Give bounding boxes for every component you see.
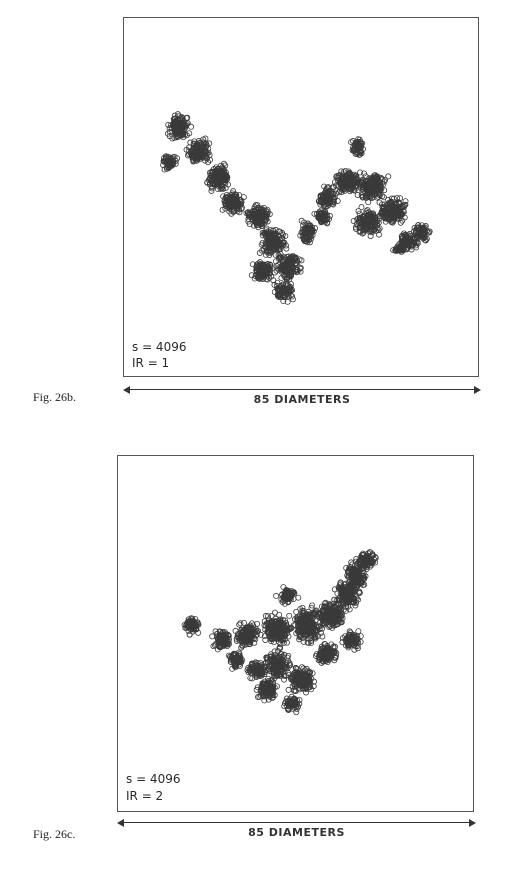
figure-26b-s-label: s = 4096 <box>132 340 187 354</box>
figure-26b-panel: s = 4096 IR = 1 <box>123 17 479 377</box>
figure-26c-caption: Fig. 26c. <box>33 827 76 841</box>
figure-26b-ir-label: IR = 1 <box>132 356 170 370</box>
figure-26c-s-label: s = 4096 <box>126 772 181 786</box>
scale-line <box>121 822 472 823</box>
figure-26b-particles <box>160 111 433 305</box>
figure-26b-scale-bar <box>123 383 481 397</box>
figure-26c-panel: s = 4096 IR = 2 <box>117 455 474 812</box>
scale-line <box>127 389 477 390</box>
figure-26c-particles <box>181 549 379 716</box>
figure-26c-scale-bar <box>117 816 476 830</box>
scale-arrow-left-icon <box>117 819 124 827</box>
scale-arrow-right-icon <box>469 819 476 827</box>
figure-26c-cluster <box>181 549 379 716</box>
scale-arrow-right-icon <box>474 386 481 394</box>
figure-26b-cluster <box>160 111 433 305</box>
scale-arrow-left-icon <box>123 386 130 394</box>
figure-26b-caption: Fig. 26b. <box>33 390 77 404</box>
figure-26c-scale-label: 85 DIAMETERS <box>248 826 345 839</box>
figure-26c-ir-label: IR = 2 <box>126 789 164 803</box>
figure-26b-scale-label: 85 DIAMETERS <box>253 393 351 406</box>
